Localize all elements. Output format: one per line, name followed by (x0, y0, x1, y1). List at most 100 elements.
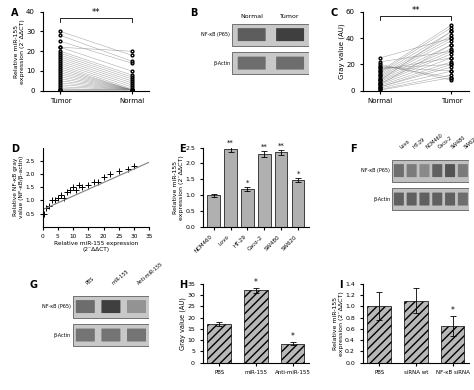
Point (54, 195, 62, 201)
Text: β-Actin: β-Actin (373, 197, 390, 202)
FancyBboxPatch shape (394, 193, 404, 206)
Point (84, 181, 92, 188)
FancyBboxPatch shape (276, 28, 304, 41)
Text: G: G (30, 280, 38, 290)
Point (51, 197, 59, 204)
Y-axis label: Gray value (AU): Gray value (AU) (179, 297, 186, 349)
Text: *: * (254, 278, 258, 287)
Bar (367, 306, 391, 363)
FancyBboxPatch shape (232, 52, 309, 74)
FancyBboxPatch shape (394, 164, 404, 177)
FancyBboxPatch shape (238, 28, 265, 41)
FancyBboxPatch shape (445, 193, 455, 206)
Bar (208, 324, 231, 363)
Point (106, 171, 113, 177)
Point (66, 187, 74, 193)
Text: NF-κB (P65): NF-κB (P65) (201, 32, 230, 37)
Point (115, 168, 123, 174)
Y-axis label: Relative miR-155
expression (2⁻ΔΔCT): Relative miR-155 expression (2⁻ΔΔCT) (333, 291, 344, 356)
Point (79, 184, 86, 190)
Text: *: * (451, 306, 455, 315)
Y-axis label: Gray value (AU): Gray value (AU) (338, 23, 345, 79)
Text: Anti-miR-155: Anti-miR-155 (137, 262, 164, 286)
Point (69, 184, 77, 190)
FancyBboxPatch shape (238, 57, 265, 69)
Bar (275, 152, 288, 227)
FancyBboxPatch shape (392, 160, 469, 182)
Text: Tumor: Tumor (280, 14, 300, 19)
FancyBboxPatch shape (76, 328, 95, 342)
Text: **: ** (412, 6, 420, 15)
Text: A: A (10, 8, 18, 18)
Text: D: D (10, 144, 18, 154)
Text: *: * (291, 332, 294, 341)
FancyBboxPatch shape (73, 296, 149, 317)
FancyBboxPatch shape (276, 57, 304, 69)
Text: Caco-2: Caco-2 (437, 135, 454, 150)
Text: **: ** (92, 8, 100, 17)
FancyBboxPatch shape (458, 164, 468, 177)
Text: PBS: PBS (85, 276, 96, 286)
FancyBboxPatch shape (73, 324, 149, 346)
Point (100, 174, 108, 180)
Text: *: * (297, 170, 300, 176)
Text: F: F (350, 144, 356, 154)
FancyBboxPatch shape (127, 328, 146, 342)
FancyBboxPatch shape (76, 300, 95, 313)
FancyBboxPatch shape (407, 164, 417, 177)
FancyBboxPatch shape (419, 164, 429, 177)
Bar (292, 180, 304, 227)
Bar (224, 149, 237, 227)
FancyBboxPatch shape (127, 300, 146, 313)
Point (91, 179, 98, 185)
Point (42, 205, 49, 211)
Bar (404, 301, 428, 363)
FancyBboxPatch shape (445, 164, 455, 177)
FancyBboxPatch shape (458, 193, 468, 206)
Text: miR-155: miR-155 (111, 269, 130, 286)
Point (130, 163, 138, 169)
Text: *: * (246, 180, 249, 186)
Text: NF-κB (P65): NF-κB (P65) (42, 304, 70, 309)
Y-axis label: Relative miR-155
expression (2⁻ΔΔCT): Relative miR-155 expression (2⁻ΔΔCT) (173, 155, 184, 220)
Text: NCM460: NCM460 (424, 133, 444, 150)
FancyBboxPatch shape (392, 188, 469, 210)
Text: **: ** (227, 140, 234, 145)
Point (75, 181, 83, 188)
Text: β-Actin: β-Actin (213, 60, 230, 66)
Point (40, 211, 48, 217)
Text: Normal: Normal (240, 14, 263, 19)
FancyBboxPatch shape (432, 164, 442, 177)
Text: H: H (179, 280, 187, 290)
Text: B: B (190, 8, 197, 18)
Bar (441, 326, 465, 363)
Point (124, 166, 132, 172)
Point (63, 190, 71, 196)
X-axis label: Relative miR-155 expression
(2⁻ΔΔCT): Relative miR-155 expression (2⁻ΔΔCT) (54, 241, 138, 252)
Text: β-Actin: β-Actin (53, 333, 70, 337)
Text: NF-κB (P65): NF-κB (P65) (362, 168, 390, 173)
Text: SW620: SW620 (463, 135, 474, 150)
Text: Lovo: Lovo (399, 139, 411, 150)
Bar (208, 195, 219, 227)
Bar (258, 154, 271, 227)
FancyBboxPatch shape (101, 300, 120, 313)
Bar (244, 291, 268, 363)
Bar (281, 344, 304, 363)
Point (45, 202, 53, 209)
Text: I: I (339, 280, 343, 290)
Text: HT-29: HT-29 (411, 137, 426, 150)
Y-axis label: Relative miR-155
expression (2⁻ΔΔCT): Relative miR-155 expression (2⁻ΔΔCT) (14, 19, 25, 83)
Bar (241, 189, 254, 227)
Point (48, 197, 55, 204)
Text: SW480: SW480 (450, 135, 466, 150)
Text: C: C (331, 8, 338, 18)
FancyBboxPatch shape (232, 23, 309, 46)
FancyBboxPatch shape (407, 193, 417, 206)
FancyBboxPatch shape (419, 193, 429, 206)
Point (57, 192, 65, 198)
Y-axis label: Relative NF-κB gray
value (NF-κB/β-actin): Relative NF-κB gray value (NF-κB/β-actin… (13, 156, 24, 218)
Point (60, 195, 68, 201)
FancyBboxPatch shape (101, 328, 120, 342)
FancyBboxPatch shape (432, 193, 442, 206)
